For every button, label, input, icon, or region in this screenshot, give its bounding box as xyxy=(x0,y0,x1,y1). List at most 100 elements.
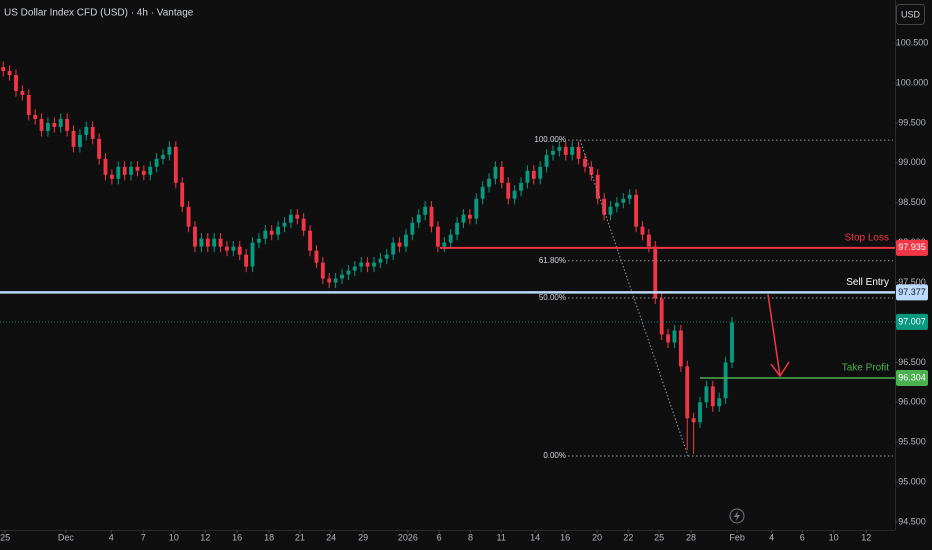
chart-title: US Dollar Index CFD (USD) · 4h · Vantage xyxy=(4,8,194,19)
candle-body xyxy=(212,238,217,247)
candle-body xyxy=(410,222,415,235)
candle-body xyxy=(250,242,255,267)
candle-body xyxy=(288,214,293,223)
candle-body xyxy=(557,146,562,151)
candle-body xyxy=(730,322,734,363)
candle-body xyxy=(672,330,677,343)
candle-body xyxy=(231,246,236,251)
candles xyxy=(1,61,734,455)
x-tick-label: 22 xyxy=(623,532,633,542)
candle-body xyxy=(352,266,357,271)
candle-body xyxy=(576,146,581,159)
candle-body xyxy=(531,170,536,179)
candle-body xyxy=(563,146,568,155)
candle-body xyxy=(20,90,25,95)
x-tick-label: 16 xyxy=(560,532,570,542)
candle-body xyxy=(109,174,114,179)
candle-body xyxy=(39,118,44,131)
x-tick-label: 29 xyxy=(358,532,368,542)
candle-body xyxy=(199,238,204,247)
level-tag xyxy=(896,284,928,301)
candle-body xyxy=(525,170,530,183)
currency-button[interactable] xyxy=(896,4,925,25)
candle-body xyxy=(320,262,325,279)
level-name: Stop Loss xyxy=(845,232,889,243)
candle-body xyxy=(205,238,210,247)
x-tick-label: 4 xyxy=(109,532,114,542)
y-tick-label: 95.000 xyxy=(898,476,926,486)
candle-body xyxy=(314,250,319,263)
fib-label: 100.00% xyxy=(534,135,566,144)
fib-label: 50.00% xyxy=(539,293,566,302)
candle-body xyxy=(493,166,498,179)
x-tick-label: Feb xyxy=(729,532,745,542)
candle-body xyxy=(365,262,370,267)
candle-body xyxy=(237,246,242,255)
candle-body xyxy=(487,178,491,187)
candle-body xyxy=(103,158,108,175)
level-label: 97.377 xyxy=(898,287,926,297)
candle-body xyxy=(167,146,172,155)
candle-body xyxy=(621,198,626,203)
x-tick-label: 25 xyxy=(0,532,10,542)
candle-body xyxy=(704,386,709,403)
candle-body xyxy=(218,238,223,247)
candle-body xyxy=(659,298,664,335)
fib-label: 0.00% xyxy=(543,451,566,460)
candle-body xyxy=(161,154,165,159)
candle-body xyxy=(435,226,440,247)
candle-body xyxy=(608,206,613,215)
replay-icon[interactable] xyxy=(729,508,745,524)
x-tick-label: 18 xyxy=(264,532,274,542)
candle-body xyxy=(52,122,57,127)
candle-body xyxy=(340,274,344,279)
x-tick-label: 20 xyxy=(592,532,602,542)
candle-body xyxy=(186,206,191,227)
level-label: 97.935 xyxy=(898,242,926,252)
candle-body xyxy=(90,126,95,139)
x-tick-label: 25 xyxy=(654,532,664,542)
candle-body xyxy=(225,246,229,251)
candle-body xyxy=(33,114,38,119)
candle-body xyxy=(627,194,632,199)
x-tick-label: 12 xyxy=(200,532,210,542)
candle-body xyxy=(538,166,543,179)
candle-body xyxy=(378,258,383,263)
candle-body xyxy=(519,182,523,191)
candle-body xyxy=(589,166,594,175)
candle-body xyxy=(429,206,434,227)
candle-body xyxy=(193,226,197,247)
candle-body xyxy=(404,234,408,247)
candle-body xyxy=(359,262,364,267)
candle-body xyxy=(71,130,76,147)
candle-body xyxy=(148,166,153,175)
y-tick-label: 100.000 xyxy=(896,77,929,87)
x-tick-label: 10 xyxy=(829,532,839,542)
candle-body xyxy=(698,402,702,423)
x-tick-label: 2026 xyxy=(398,532,418,542)
x-tick-label: 8 xyxy=(468,532,473,542)
candle-body xyxy=(269,230,274,235)
candle-body xyxy=(480,186,485,199)
candle-body xyxy=(333,278,338,283)
currency-label[interactable]: USD xyxy=(901,9,921,19)
y-tick-label: 96.000 xyxy=(898,397,926,407)
candle-body xyxy=(391,242,396,255)
candle-body xyxy=(129,166,133,175)
level-name: Take Profit xyxy=(842,363,889,374)
candle-body xyxy=(653,246,658,299)
candle-body xyxy=(467,214,472,219)
x-tick-label: 24 xyxy=(326,532,336,542)
candle-body xyxy=(1,67,6,72)
candle-body xyxy=(263,230,268,239)
x-tick-label: 4 xyxy=(769,532,774,542)
current-price-label: 97.007 xyxy=(898,316,926,326)
candle-body xyxy=(512,190,517,199)
candle-body xyxy=(77,134,82,147)
x-tick-label: 21 xyxy=(295,532,305,542)
candle-body xyxy=(691,418,696,423)
level-label: 96.304 xyxy=(898,372,926,382)
x-tick-label: 11 xyxy=(497,532,506,542)
level-tag xyxy=(896,239,928,256)
candle-body xyxy=(416,214,421,223)
